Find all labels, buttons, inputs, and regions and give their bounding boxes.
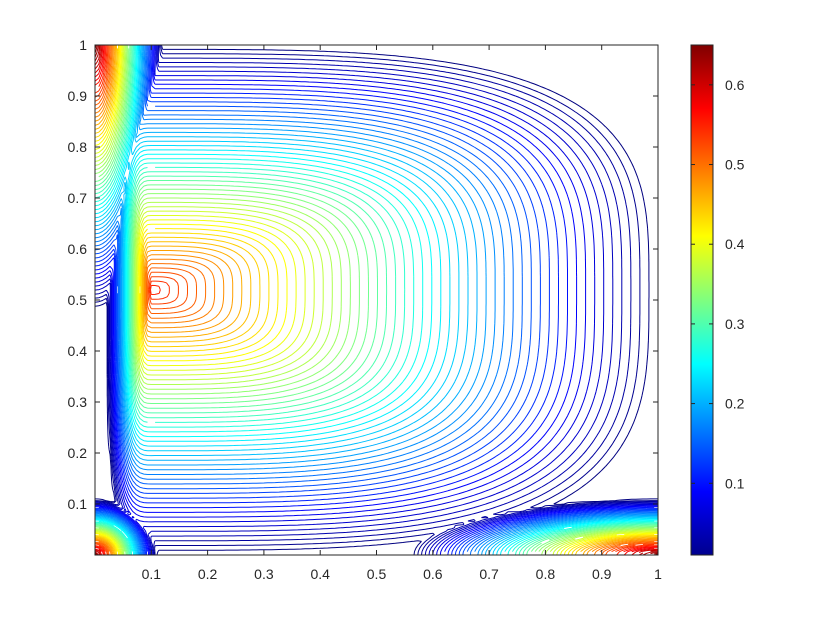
x-tick-label: 0.8 — [536, 566, 556, 582]
x-tick-label: 0.6 — [423, 566, 443, 582]
contour-line — [95, 45, 658, 555]
contour-line — [95, 45, 658, 555]
contour-line — [95, 45, 658, 555]
x-tick-label: 0.5 — [367, 566, 387, 582]
contour-line — [95, 45, 658, 555]
y-tick-label: 0.6 — [68, 241, 88, 257]
contour-line — [95, 45, 658, 555]
contour-line — [95, 45, 658, 555]
contour-line — [95, 45, 658, 555]
contour-line — [95, 45, 658, 555]
y-tick-label: 0.5 — [68, 292, 88, 308]
contour-line — [95, 45, 658, 555]
contour-line — [95, 45, 658, 555]
contour-line — [95, 45, 658, 555]
contour-line — [95, 45, 658, 555]
contour-line — [95, 45, 658, 555]
contour-line — [95, 45, 658, 555]
contour-line — [95, 45, 658, 555]
contour-line — [95, 45, 658, 555]
contour-line — [95, 45, 658, 555]
contour-line — [95, 45, 658, 555]
contour-line — [95, 45, 658, 555]
contour-line — [95, 45, 658, 555]
x-tick-label: 0.2 — [198, 566, 218, 582]
contour-line — [95, 45, 658, 555]
colorbar-tick-label: 0.3 — [725, 316, 745, 332]
y-tick-label: 0.3 — [68, 394, 88, 410]
contour-line — [95, 45, 658, 555]
y-tick-label: 0.9 — [68, 88, 88, 104]
x-tick-label: 1 — [654, 566, 662, 582]
colorbar-tick-label: 0.4 — [725, 236, 745, 252]
contour-line — [95, 45, 658, 555]
contour-line — [95, 45, 658, 555]
colorbar-tick-label: 0.1 — [725, 475, 745, 491]
contour-line — [95, 45, 658, 555]
contour-lines — [95, 45, 658, 555]
contour-line — [95, 45, 658, 555]
x-tick-label: 0.9 — [592, 566, 612, 582]
y-tick-label: 0.2 — [68, 445, 88, 461]
y-tick-label: 0.8 — [68, 139, 88, 155]
contour-line — [95, 45, 655, 555]
contour-line — [95, 45, 655, 555]
contour-line — [95, 48, 658, 555]
contour-line — [95, 45, 658, 555]
contour-line — [95, 45, 658, 555]
x-axis-ticks: 0.1 0.2 0.3 0.4 0.5 0.6 0.7 0.8 0.9 1 — [142, 45, 662, 582]
contour-line — [95, 45, 658, 555]
colorbar-ticks: 0.1 0.2 0.3 0.4 0.5 0.6 — [691, 77, 745, 491]
contour-line — [95, 45, 655, 553]
contour-line — [95, 45, 658, 555]
contour-line — [95, 45, 658, 555]
x-tick-label: 0.3 — [254, 566, 274, 582]
y-axis-ticks: 0.1 0.2 0.3 0.4 0.5 0.6 0.7 0.8 0.9 1 — [68, 37, 658, 512]
x-tick-label: 0.1 — [142, 566, 162, 582]
contour-line — [95, 48, 658, 555]
y-tick-label: 0.1 — [68, 496, 88, 512]
contour-line — [95, 45, 658, 555]
contour-line — [95, 45, 658, 555]
contour-line — [95, 45, 658, 555]
contour-line — [95, 45, 655, 553]
colorbar-tick-label: 0.6 — [725, 77, 745, 93]
contour-line — [95, 45, 658, 555]
colorbar-tick-label: 0.2 — [725, 396, 745, 412]
y-tick-label: 0.7 — [68, 190, 88, 206]
contour-line — [95, 45, 658, 555]
y-tick-label: 0.4 — [68, 343, 88, 359]
contour-line — [95, 45, 658, 555]
contour-line — [95, 45, 658, 555]
x-tick-label: 0.7 — [479, 566, 499, 582]
contour-line — [95, 45, 655, 555]
contour-line — [95, 45, 658, 555]
x-tick-label: 0.4 — [310, 566, 330, 582]
contour-line — [95, 45, 658, 555]
contour-line — [95, 45, 658, 555]
contour-line — [95, 45, 658, 555]
contour-line — [95, 45, 658, 555]
contour-line — [95, 45, 658, 555]
y-tick-label: 1 — [79, 37, 87, 53]
contour-line — [95, 45, 658, 555]
contour-line — [95, 45, 658, 555]
contour-line — [95, 45, 658, 555]
colorbar-tick-label: 0.5 — [725, 157, 745, 173]
contour-line — [95, 45, 658, 555]
contour-line — [95, 45, 658, 555]
contour-line — [95, 45, 655, 552]
contour-line — [95, 45, 658, 555]
colorbar — [691, 45, 713, 555]
contour-line — [95, 45, 658, 555]
colorbar-box — [690, 44, 714, 556]
